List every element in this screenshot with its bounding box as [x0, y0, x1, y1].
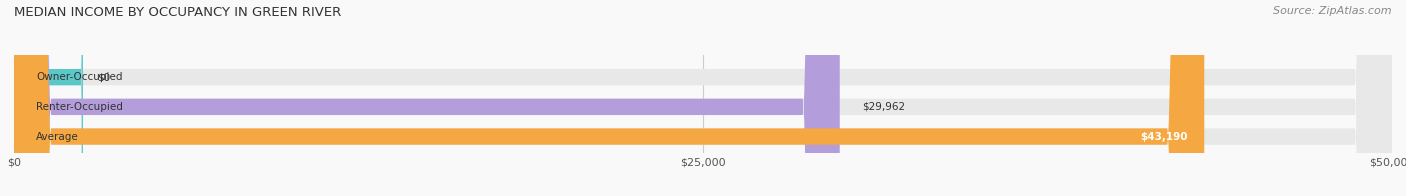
Text: $29,962: $29,962 — [862, 102, 905, 112]
Text: $0: $0 — [97, 72, 110, 82]
FancyBboxPatch shape — [14, 0, 1392, 196]
Text: Source: ZipAtlas.com: Source: ZipAtlas.com — [1274, 6, 1392, 16]
Text: Average: Average — [37, 132, 79, 142]
Text: $43,190: $43,190 — [1140, 132, 1188, 142]
FancyBboxPatch shape — [14, 0, 1205, 196]
Text: Renter-Occupied: Renter-Occupied — [37, 102, 122, 112]
Text: Owner-Occupied: Owner-Occupied — [37, 72, 122, 82]
FancyBboxPatch shape — [14, 0, 1392, 196]
Text: MEDIAN INCOME BY OCCUPANCY IN GREEN RIVER: MEDIAN INCOME BY OCCUPANCY IN GREEN RIVE… — [14, 6, 342, 19]
FancyBboxPatch shape — [14, 0, 839, 196]
FancyBboxPatch shape — [14, 0, 83, 196]
FancyBboxPatch shape — [14, 0, 1392, 196]
